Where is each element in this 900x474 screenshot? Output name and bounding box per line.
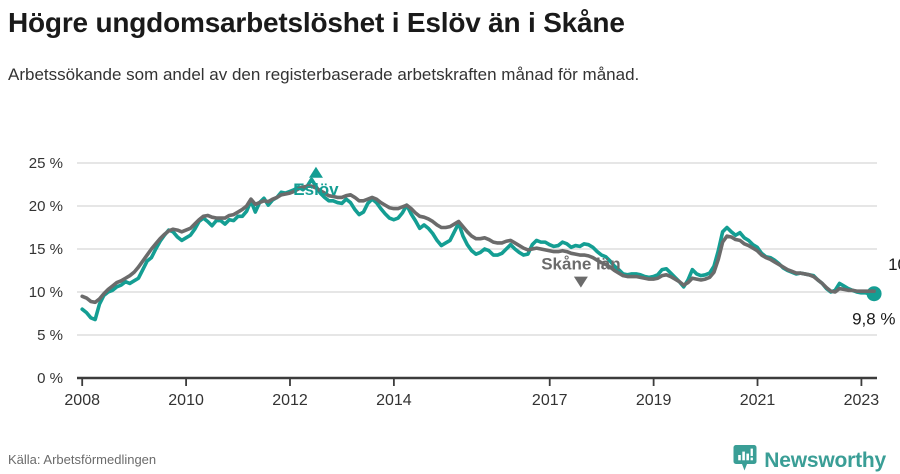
x-axis-tick-label: 2008 — [64, 392, 100, 409]
series-label-eslov: Eslöv — [293, 180, 339, 199]
x-axis-tick-label: 2023 — [844, 392, 880, 409]
series-line-sk-ne-l-n — [80, 184, 876, 305]
y-axis-tick-label: 25 % — [29, 155, 63, 172]
gridlines-group — [77, 162, 877, 336]
series-pointer-down-icon-skane-lan — [573, 276, 588, 288]
data-series-group — [80, 177, 882, 322]
series-line-esl-v — [80, 177, 876, 322]
y-axis-tick-label: 0 % — [37, 370, 63, 387]
bar-chart-pin-icon — [733, 444, 757, 474]
brand-name: Newsworthy — [764, 448, 886, 472]
chart-subtitle: Arbetssökande som andel av den registerb… — [8, 65, 640, 84]
x-axis-tick-label: 2014 — [376, 392, 412, 409]
x-axis-tick-label: 2017 — [532, 392, 568, 409]
end-value-label-eslov: 9,8 % — [852, 310, 895, 329]
brand-logo[interactable]: Newsworthy — [733, 444, 886, 474]
y-axis-tick-label: 20 % — [29, 198, 63, 215]
x-axis-tick-label: 2019 — [636, 392, 672, 409]
page-title: Högre ungdomsarbetslöshet i Eslöv än i S… — [8, 7, 625, 38]
x-axis-tick-label: 2010 — [168, 392, 204, 409]
series-annotations-group: Eslöv Skåne län 10,1 % 9,8 % — [293, 166, 900, 329]
end-value-label-skane-lan: 10,1 % — [888, 255, 900, 274]
x-axis-tick-label: 2021 — [740, 392, 776, 409]
series-end-marker-eslov — [866, 286, 882, 302]
series-label-skane-lan: Skåne län — [541, 255, 620, 274]
x-axis-tick-label: 2012 — [272, 392, 308, 409]
y-axis-tick-label: 10 % — [29, 284, 63, 301]
series-pointer-up-icon-eslov — [308, 166, 323, 178]
x-axis-group — [77, 376, 877, 386]
x-axis-labels-group: 2008 2010 2012 2014 2017 2019 2021 2023 — [64, 392, 879, 409]
y-axis-tick-label: 5 % — [37, 327, 63, 344]
y-axis-tick-label: 15 % — [29, 241, 63, 258]
source-note: Källa: Arbetsförmedlingen — [8, 452, 157, 467]
y-axis-labels-group: 0 % 5 % 10 % 15 % 20 % 25 % — [29, 155, 63, 387]
